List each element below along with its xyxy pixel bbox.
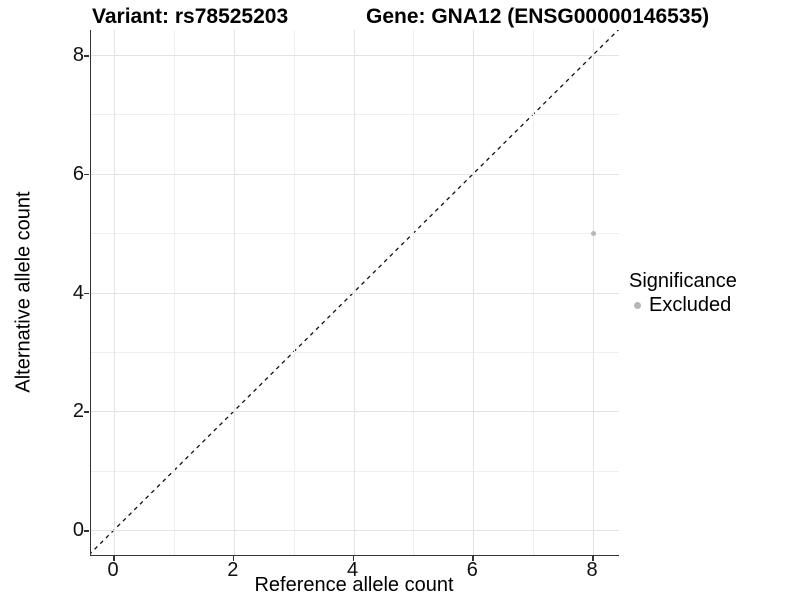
y-tick-label: 2 [72, 400, 84, 423]
x-tick-mark [232, 556, 235, 561]
x-tick-mark [352, 556, 354, 561]
plot-title-variant: Variant: rs78525203 [92, 5, 289, 28]
legend-item-label: Excluded [649, 294, 732, 316]
grid-major-h [91, 55, 619, 56]
y-tick-mark [84, 292, 89, 294]
y-tick-mark [84, 411, 89, 413]
x-tick-label: 6 [466, 559, 478, 581]
y-tick-mark [84, 173, 89, 176]
plot-panel [90, 30, 619, 556]
legend-key-dot-icon [634, 302, 641, 309]
plot-title-gene: Gene: GNA12 (ENSG00000146535) [366, 5, 710, 28]
y-axis-title: Alternative allele count [12, 191, 35, 393]
grid-minor-h [91, 114, 619, 116]
y-tick-mark [84, 55, 89, 57]
x-tick-mark [592, 556, 594, 561]
grid-minor-h [91, 233, 619, 235]
grid-minor-h [91, 351, 619, 353]
y-tick-label: 6 [72, 162, 84, 185]
legend-title: Significance [629, 270, 737, 292]
data-point [590, 230, 596, 236]
x-axis-title: Reference allele count [254, 574, 454, 596]
legend-item-excluded: Excluded [629, 294, 737, 317]
grid-minor-h [91, 470, 619, 472]
y-tick-label: 4 [72, 281, 84, 304]
legend: Significance Excluded [629, 270, 737, 317]
grid-major-h [91, 411, 619, 413]
grid-major-h [91, 292, 619, 294]
x-tick-label: 2 [227, 559, 239, 581]
y-tick-mark [84, 530, 89, 532]
y-tick-label: 8 [72, 44, 84, 66]
y-tick-label: 0 [72, 519, 84, 541]
x-tick-label: 0 [107, 559, 119, 581]
x-tick-label: 4 [346, 559, 359, 581]
grid-major-h [91, 173, 619, 175]
grid-major-h [91, 530, 619, 531]
x-tick-mark [472, 556, 474, 561]
x-tick-mark [113, 556, 115, 561]
x-tick-label: 8 [586, 559, 598, 581]
